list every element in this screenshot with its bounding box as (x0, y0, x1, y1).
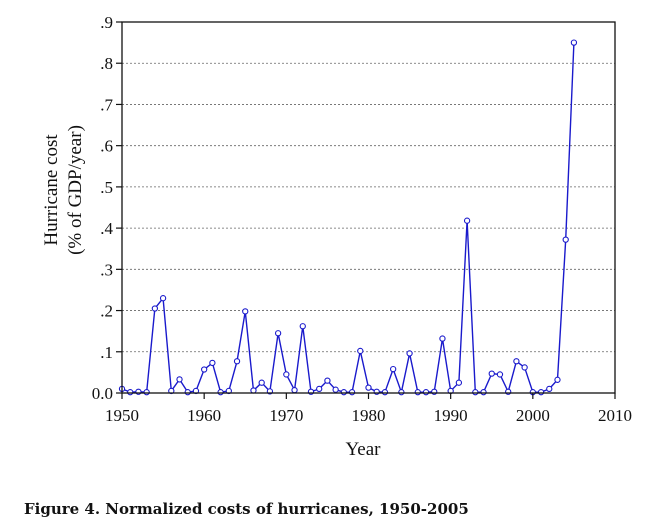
data-point (201, 366, 208, 373)
y-tick-label: .8 (100, 54, 113, 73)
y-axis-ticks: 0.0 .1 .2 .3 .4 .5 .6 .7 .8 .9 (92, 13, 122, 403)
data-point (274, 330, 282, 337)
data-point (389, 365, 397, 373)
x-axis-ticks: 1950 1960 1970 1980 1990 2000 2010 (105, 393, 632, 425)
data-point (209, 359, 216, 367)
data-point (340, 389, 347, 396)
y-tick-label: .4 (100, 219, 113, 238)
x-tick-label: 1950 (105, 406, 139, 425)
data-point (242, 308, 249, 315)
y-axis-title-line-2: (% of GDP/year) (65, 125, 86, 255)
y-tick-label: .9 (100, 13, 113, 32)
data-point (521, 364, 528, 371)
x-tick-label: 1990 (434, 406, 468, 425)
data-point-layer (118, 39, 578, 396)
data-point (455, 379, 463, 386)
data-point (496, 371, 504, 378)
data-point (332, 386, 339, 393)
x-tick-label: 1970 (269, 406, 303, 425)
hurricane-cost-chart: 1950 1960 1970 1980 1990 2000 2010 0.0 .1 .2 .3 .4… (41, 13, 632, 460)
data-point (348, 389, 356, 396)
data-point (422, 389, 430, 396)
data-point (233, 358, 241, 365)
x-tick-label: 2000 (516, 406, 550, 425)
data-point (283, 371, 290, 378)
data-point (184, 389, 191, 396)
y-tick-label: 0.0 (92, 384, 113, 403)
y-axis-title-line-1: Hurricane cost (41, 134, 62, 246)
data-point (143, 389, 150, 396)
data-point (127, 389, 134, 396)
plot-area-frame (121, 21, 616, 394)
data-point (546, 385, 553, 393)
data-point (159, 295, 167, 302)
x-tick-label: 2010 (598, 406, 632, 425)
figure-caption: Figure 4. Normalized costs of hurricanes… (24, 500, 469, 518)
data-point (217, 389, 224, 396)
data-point (291, 386, 298, 394)
data-point (176, 376, 183, 383)
x-tick-label: 1980 (352, 406, 386, 425)
data-point (562, 236, 569, 243)
x-tick-label: 1960 (187, 406, 221, 425)
data-point (513, 358, 520, 365)
y-tick-label: .6 (100, 137, 113, 156)
data-point (570, 39, 578, 46)
x-axis-title: Year (345, 439, 381, 460)
data-point (488, 370, 495, 377)
data-point (480, 389, 487, 396)
y-axis-title: Hurricane cost (% of GDP/year) (41, 125, 86, 255)
y-tick-label: .2 (100, 302, 113, 321)
data-point (537, 389, 545, 396)
data-point (414, 389, 421, 396)
data-point (324, 377, 331, 384)
data-point (250, 387, 257, 394)
data-point (463, 217, 471, 224)
y-tick-label: .7 (100, 95, 113, 114)
gridlines (122, 21, 615, 353)
data-point (357, 347, 364, 355)
data-point (406, 350, 413, 357)
series-line-layer (121, 42, 575, 393)
data-point (258, 379, 265, 386)
data-point (365, 384, 372, 391)
data-point (439, 335, 446, 342)
series-line (121, 42, 575, 393)
data-point (398, 389, 405, 396)
data-point (299, 323, 306, 330)
data-point (554, 376, 561, 383)
data-point (472, 389, 479, 396)
y-tick-label: .5 (100, 178, 113, 197)
y-tick-label: .3 (100, 260, 113, 279)
y-tick-label: .1 (100, 343, 113, 362)
data-point (151, 305, 159, 312)
data-point (381, 389, 389, 396)
data-point (316, 385, 323, 393)
